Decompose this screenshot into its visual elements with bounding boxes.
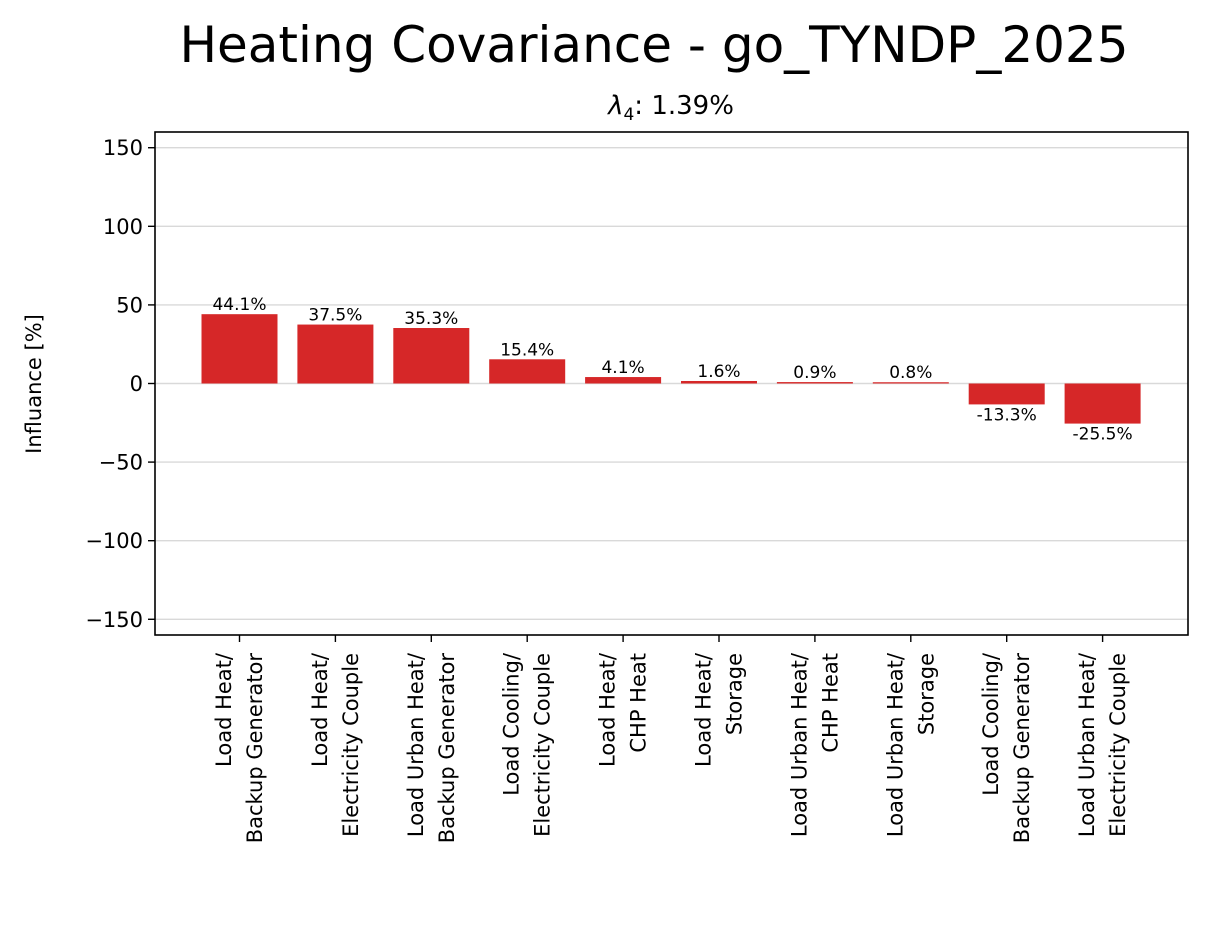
x-tick-label: Load Heat/Backup Generator — [212, 652, 267, 843]
data-label: -13.3% — [977, 405, 1037, 425]
x-tick-label: Load Urban Heat/CHP Heat — [787, 652, 842, 837]
y-axis: 150 100 50 0 −50 −100 −150 — [85, 136, 155, 632]
data-label: 35.3% — [404, 309, 458, 329]
y-axis-label: Influance [%] — [22, 314, 46, 454]
data-labels: 44.1% 37.5% 35.3% 15.4% 4.1% 1.6% 0.9% 0.8% -13.… — [212, 295, 1132, 444]
x-tick-label: Load Cooling/Electricity Couple — [500, 652, 555, 837]
data-label: 1.6% — [697, 362, 740, 382]
bar — [968, 383, 1045, 405]
data-label: 44.1% — [212, 295, 266, 315]
x-tick-label: Load Heat/Electricity Couple — [308, 652, 363, 837]
data-label: 0.9% — [793, 363, 836, 383]
chart-title: Heating Covariance - go_TYNDP_2025 — [179, 16, 1128, 74]
x-tick-label: Load Urban Heat/Storage — [883, 652, 938, 837]
x-tick-label: Load Heat/CHP Heat — [596, 652, 651, 767]
bar — [393, 328, 470, 384]
y-tick-label: −150 — [85, 608, 143, 632]
y-tick-label: −100 — [85, 529, 143, 553]
bar — [489, 359, 566, 384]
x-tick-label: Load Heat/Storage — [692, 652, 747, 767]
bars — [201, 314, 1141, 424]
y-tick-label: 50 — [116, 293, 143, 317]
bar — [585, 377, 662, 384]
y-tick-label: 0 — [130, 372, 143, 396]
chart-subtitle: λ4: 1.39% — [606, 91, 734, 125]
y-tick-label: −50 — [99, 451, 143, 475]
data-label: 15.4% — [500, 340, 554, 360]
data-label: 37.5% — [308, 306, 362, 326]
x-tick-label: Load Urban Heat/Backup Generator — [404, 652, 459, 843]
y-tick-label: 150 — [103, 136, 143, 160]
x-tick-label: Load Urban Heat/Electricity Couple — [1075, 652, 1130, 837]
data-label: 0.8% — [889, 363, 932, 383]
x-tick-label: Load Cooling/Backup Generator — [979, 652, 1034, 843]
data-label: -25.5% — [1073, 425, 1133, 445]
data-label: 4.1% — [601, 358, 644, 378]
bar — [872, 382, 949, 384]
bar — [681, 380, 757, 384]
bar — [297, 324, 374, 384]
x-axis: Load Heat/Backup Generator Load Heat/Elec… — [212, 635, 1130, 843]
bar — [201, 314, 278, 384]
y-tick-label: 100 — [103, 215, 143, 239]
bar — [776, 382, 853, 384]
bar — [1064, 383, 1141, 424]
